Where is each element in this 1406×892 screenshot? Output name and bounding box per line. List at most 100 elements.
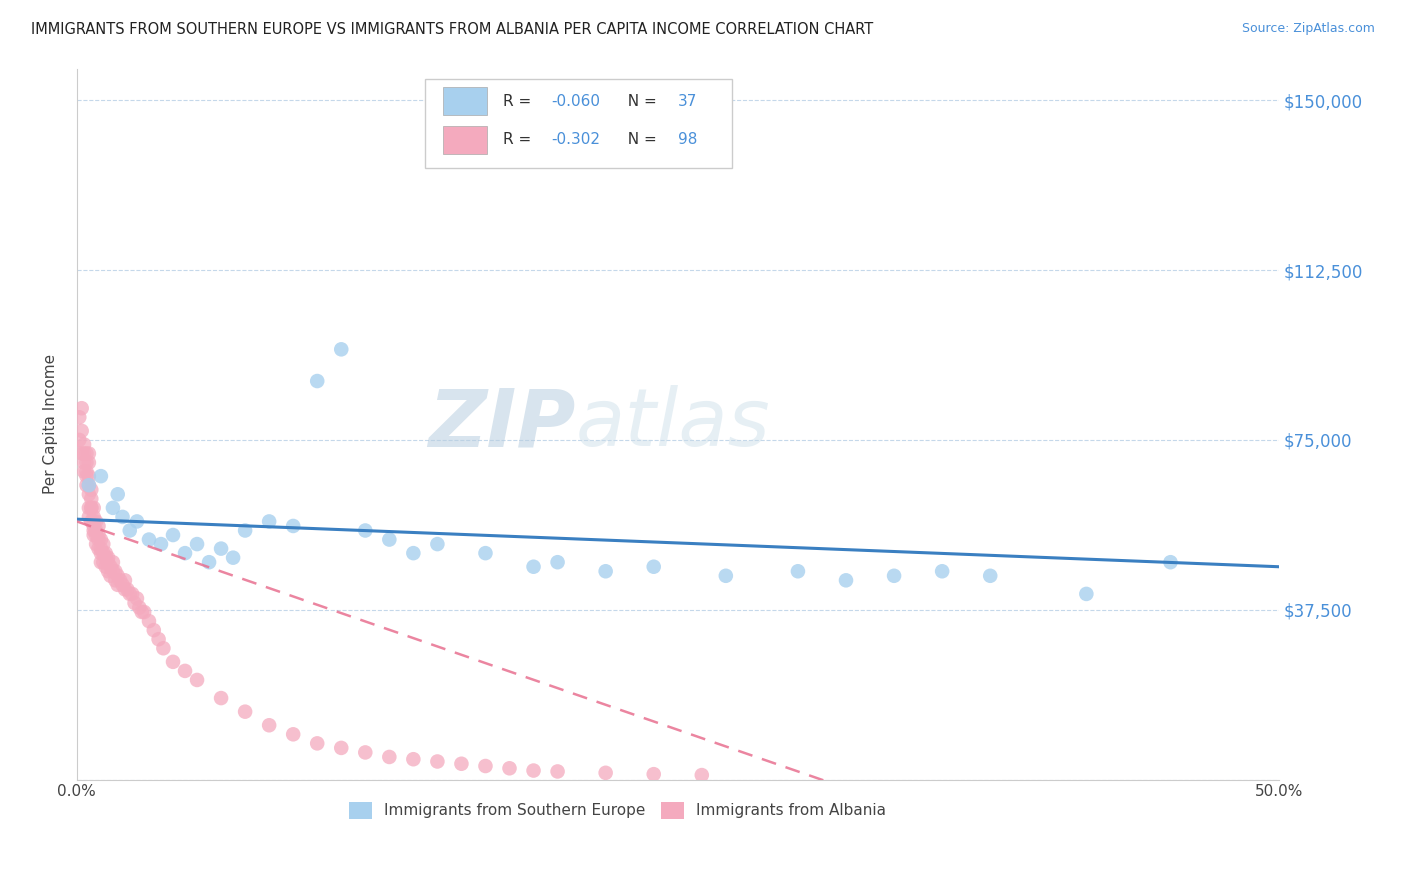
Point: [979, 569, 1001, 583]
Point: [474, 759, 496, 773]
Point: [131, 605, 153, 619]
Text: 37: 37: [678, 94, 697, 109]
Point: [84, 537, 107, 551]
Point: [67, 410, 90, 425]
Point: [67, 433, 90, 447]
Point: [174, 664, 197, 678]
Point: [121, 587, 143, 601]
Point: [80, 515, 103, 529]
Point: [883, 569, 905, 583]
Text: -0.302: -0.302: [551, 132, 600, 147]
Point: [76, 456, 98, 470]
Point: [714, 569, 737, 583]
Point: [595, 564, 617, 578]
Point: [138, 533, 160, 547]
Point: [186, 673, 208, 687]
Point: [70, 424, 93, 438]
Point: [90, 541, 112, 556]
Point: [125, 515, 148, 529]
Point: [209, 541, 232, 556]
Point: [114, 582, 136, 597]
Point: [283, 727, 305, 741]
Point: [73, 465, 96, 479]
Point: [118, 524, 141, 538]
Point: [77, 456, 100, 470]
Point: [94, 546, 117, 560]
Point: [117, 582, 139, 597]
Point: [307, 736, 329, 750]
Point: [148, 632, 170, 647]
Point: [931, 564, 953, 578]
Point: [90, 546, 112, 560]
Text: Source: ZipAtlas.com: Source: ZipAtlas.com: [1241, 22, 1375, 36]
Point: [547, 555, 569, 569]
Point: [257, 718, 280, 732]
Point: [835, 574, 858, 588]
Point: [101, 500, 124, 515]
Point: [100, 559, 122, 574]
Point: [128, 600, 150, 615]
Point: [83, 524, 105, 538]
Point: [87, 533, 110, 547]
Point: [142, 623, 165, 637]
Point: [94, 559, 117, 574]
Point: [450, 756, 472, 771]
Point: [76, 469, 98, 483]
Point: [690, 768, 713, 782]
Point: [111, 509, 134, 524]
Point: [174, 546, 197, 560]
Point: [114, 574, 136, 588]
Point: [547, 764, 569, 779]
Point: [77, 478, 100, 492]
Point: [91, 537, 114, 551]
Point: [162, 528, 184, 542]
Point: [522, 764, 544, 778]
Point: [76, 465, 98, 479]
Point: [198, 555, 221, 569]
Point: [70, 401, 93, 416]
Point: [83, 528, 105, 542]
Point: [83, 500, 105, 515]
Point: [124, 596, 146, 610]
Point: [101, 555, 124, 569]
Legend: Immigrants from Southern Europe, Immigrants from Albania: Immigrants from Southern Europe, Immigra…: [343, 796, 893, 825]
Point: [77, 487, 100, 501]
Point: [108, 574, 131, 588]
Point: [70, 446, 93, 460]
Point: [90, 533, 112, 547]
Text: IMMIGRANTS FROM SOUTHERN EUROPE VS IMMIGRANTS FROM ALBANIA PER CAPITA INCOME COR: IMMIGRANTS FROM SOUTHERN EUROPE VS IMMIG…: [31, 22, 873, 37]
Point: [87, 541, 110, 556]
Point: [77, 446, 100, 460]
Point: [104, 564, 127, 578]
Point: [97, 550, 120, 565]
Text: R =: R =: [503, 94, 537, 109]
Point: [80, 483, 103, 497]
Text: ZIP: ZIP: [429, 385, 575, 463]
Point: [378, 750, 401, 764]
Point: [209, 691, 232, 706]
Point: [233, 705, 256, 719]
Point: [643, 767, 665, 781]
Text: N =: N =: [617, 94, 661, 109]
Point: [87, 528, 110, 542]
Text: N =: N =: [617, 132, 661, 147]
Point: [104, 574, 127, 588]
Point: [330, 343, 353, 357]
Point: [84, 524, 107, 538]
Point: [77, 509, 100, 524]
Point: [107, 578, 129, 592]
Point: [134, 605, 156, 619]
Point: [84, 515, 107, 529]
Point: [83, 515, 105, 529]
Point: [138, 614, 160, 628]
Point: [1159, 555, 1181, 569]
Point: [83, 509, 105, 524]
Point: [97, 555, 120, 569]
Point: [77, 478, 100, 492]
Point: [90, 555, 112, 569]
Point: [522, 559, 544, 574]
Point: [90, 469, 112, 483]
Point: [1076, 587, 1098, 601]
Text: 98: 98: [678, 132, 697, 147]
Point: [73, 456, 96, 470]
